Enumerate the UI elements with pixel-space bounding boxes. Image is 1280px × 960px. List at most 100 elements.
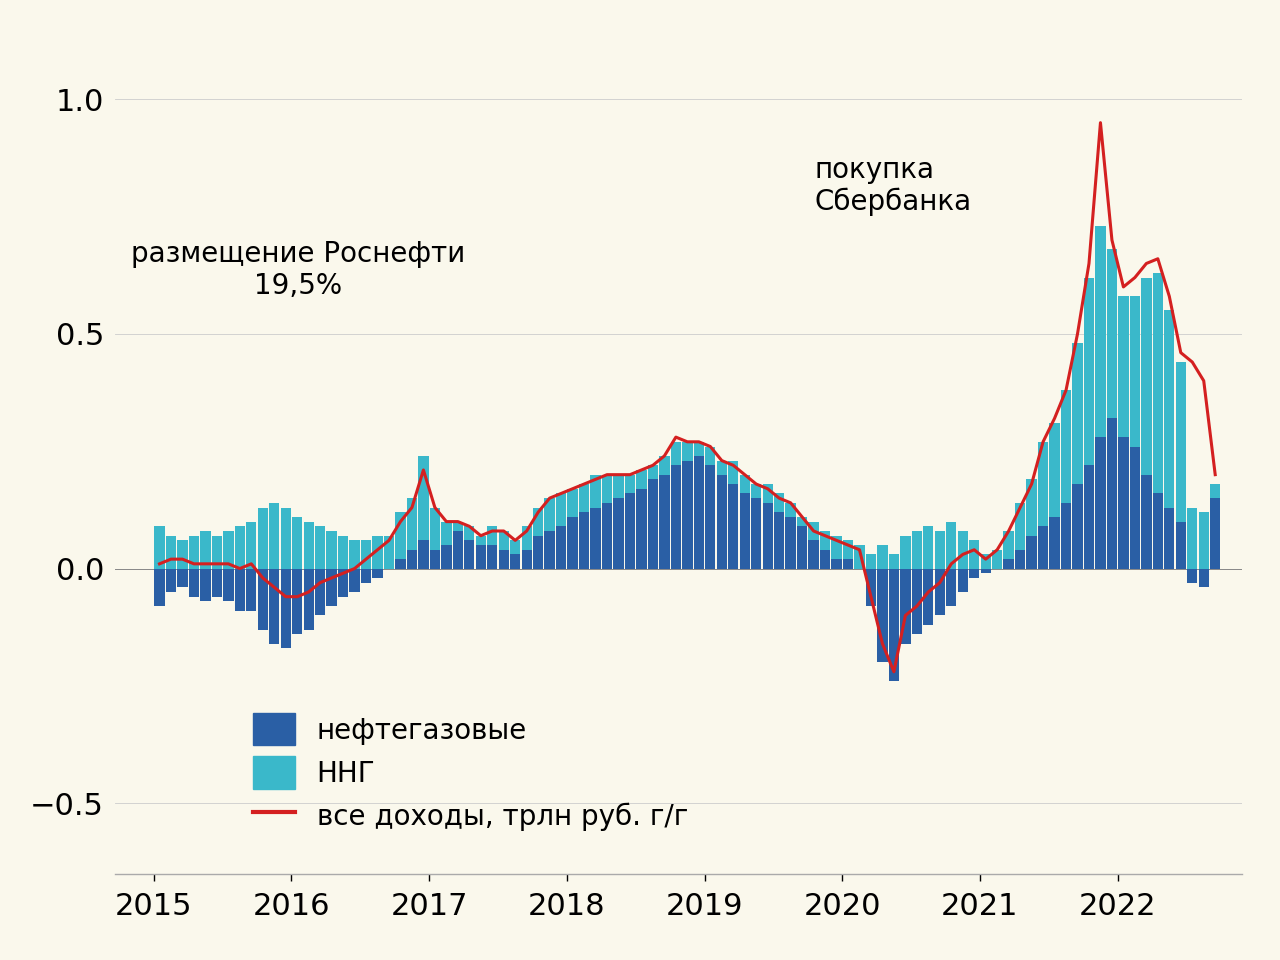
Bar	[659, 474, 669, 568]
Bar	[740, 474, 750, 493]
Bar	[774, 513, 785, 568]
Bar	[488, 526, 498, 545]
Bar	[223, 531, 233, 568]
Bar	[465, 526, 475, 540]
Bar	[396, 559, 406, 568]
Bar	[842, 540, 854, 559]
Bar	[809, 521, 819, 540]
Bar	[349, 540, 360, 568]
Bar	[980, 555, 991, 568]
Bar	[532, 536, 543, 568]
Bar	[544, 498, 554, 531]
Bar	[1061, 390, 1071, 503]
Bar	[188, 568, 200, 597]
Bar	[1004, 559, 1014, 568]
Bar	[453, 521, 463, 531]
Bar	[763, 484, 773, 503]
Bar	[372, 568, 383, 578]
Bar	[1187, 568, 1197, 583]
Bar	[832, 536, 842, 559]
Bar	[419, 540, 429, 568]
Bar	[1015, 550, 1025, 568]
Bar	[361, 568, 371, 583]
Bar	[442, 521, 452, 545]
Bar	[166, 536, 177, 568]
Bar	[315, 526, 325, 568]
Bar	[1004, 531, 1014, 559]
Bar	[865, 555, 876, 568]
Bar	[361, 540, 371, 568]
Bar	[1084, 466, 1094, 568]
Bar	[1119, 297, 1129, 437]
Bar	[969, 540, 979, 568]
Bar	[694, 442, 704, 456]
Bar	[911, 531, 922, 568]
Bar	[280, 508, 291, 568]
Bar	[407, 550, 417, 568]
Bar	[751, 498, 762, 568]
Bar	[705, 446, 716, 466]
Bar	[625, 493, 635, 568]
Bar	[234, 568, 244, 611]
Bar	[705, 466, 716, 568]
Bar	[419, 456, 429, 540]
Bar	[430, 508, 440, 550]
Bar	[832, 559, 842, 568]
Bar	[303, 568, 314, 630]
Bar	[372, 536, 383, 568]
Bar	[1142, 277, 1152, 474]
Bar	[842, 559, 854, 568]
Bar	[556, 493, 566, 526]
Bar	[613, 474, 623, 498]
Bar	[178, 540, 188, 568]
Bar	[579, 484, 589, 513]
Bar	[797, 526, 808, 568]
Bar	[602, 474, 612, 503]
Bar	[1164, 508, 1175, 568]
Bar	[763, 503, 773, 568]
Bar	[888, 568, 899, 682]
Bar	[280, 568, 291, 648]
Bar	[728, 484, 739, 568]
Bar	[292, 516, 302, 568]
Bar	[1096, 437, 1106, 568]
Bar	[499, 550, 509, 568]
Bar	[166, 568, 177, 592]
Bar	[567, 489, 577, 516]
Bar	[465, 540, 475, 568]
Bar	[200, 531, 210, 568]
Bar	[1142, 474, 1152, 568]
Bar	[567, 516, 577, 568]
Bar	[957, 531, 968, 568]
Bar	[1153, 273, 1164, 493]
Bar	[396, 513, 406, 559]
Bar	[888, 555, 899, 568]
Bar	[1198, 568, 1208, 588]
Bar	[1073, 484, 1083, 568]
Bar	[1073, 344, 1083, 484]
Legend: нефтегазовые, ННГ, все доходы, трлн руб. г/г: нефтегазовые, ННГ, все доходы, трлн руб.…	[242, 702, 699, 843]
Bar	[246, 568, 256, 611]
Bar	[1084, 277, 1094, 466]
Bar	[257, 568, 268, 630]
Bar	[257, 508, 268, 568]
Bar	[292, 568, 302, 635]
Bar	[453, 531, 463, 568]
Text: размещение Роснефти
19,5%: размещение Роснефти 19,5%	[132, 240, 466, 300]
Bar	[694, 456, 704, 568]
Bar	[877, 545, 887, 568]
Bar	[430, 550, 440, 568]
Text: покупка
Сбербанка: покупка Сбербанка	[815, 156, 972, 216]
Bar	[556, 526, 566, 568]
Bar	[532, 508, 543, 536]
Bar	[728, 461, 739, 484]
Bar	[1175, 521, 1187, 568]
Bar	[786, 503, 796, 516]
Bar	[476, 545, 486, 568]
Bar	[1210, 484, 1220, 498]
Bar	[544, 531, 554, 568]
Bar	[774, 493, 785, 513]
Bar	[820, 550, 831, 568]
Bar	[1210, 498, 1220, 568]
Bar	[1027, 479, 1037, 536]
